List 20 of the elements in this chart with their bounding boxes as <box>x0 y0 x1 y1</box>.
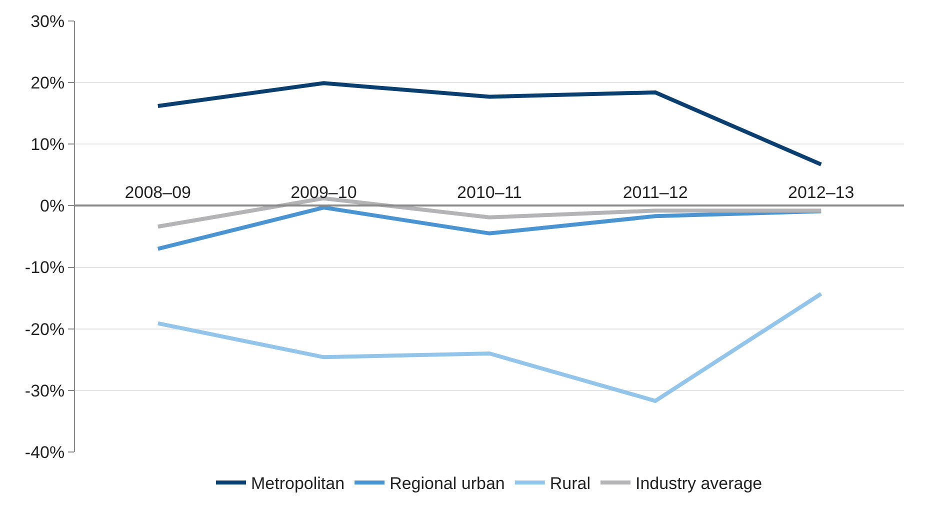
line-series <box>156 206 824 251</box>
y-tick-label: 20% <box>30 74 65 93</box>
x-tick-label: 2012–13 <box>788 183 854 202</box>
x-tick-label: 2008–09 <box>124 183 191 202</box>
x-tick-label: 2009–10 <box>290 183 357 202</box>
y-tick-label: -30% <box>24 381 65 400</box>
y-tick-label: -10% <box>24 258 65 278</box>
line-series <box>156 81 824 166</box>
y-tick-label: -20% <box>24 320 65 339</box>
line-series <box>156 292 824 403</box>
y-tick-label: 10% <box>30 135 65 154</box>
y-tick-label: 0% <box>40 196 65 216</box>
x-tick-label: 2010–11 <box>457 183 522 202</box>
y-tick-label: 30% <box>30 12 65 31</box>
legend-label: Regional urban <box>390 474 505 494</box>
y-tick-label: -40% <box>24 442 65 462</box>
legend-label: Industry average <box>636 474 762 494</box>
legend-label: Rural <box>550 474 590 494</box>
legend-label: Metropolitan <box>251 474 345 494</box>
x-tick-label: 2011–12 <box>622 183 688 202</box>
